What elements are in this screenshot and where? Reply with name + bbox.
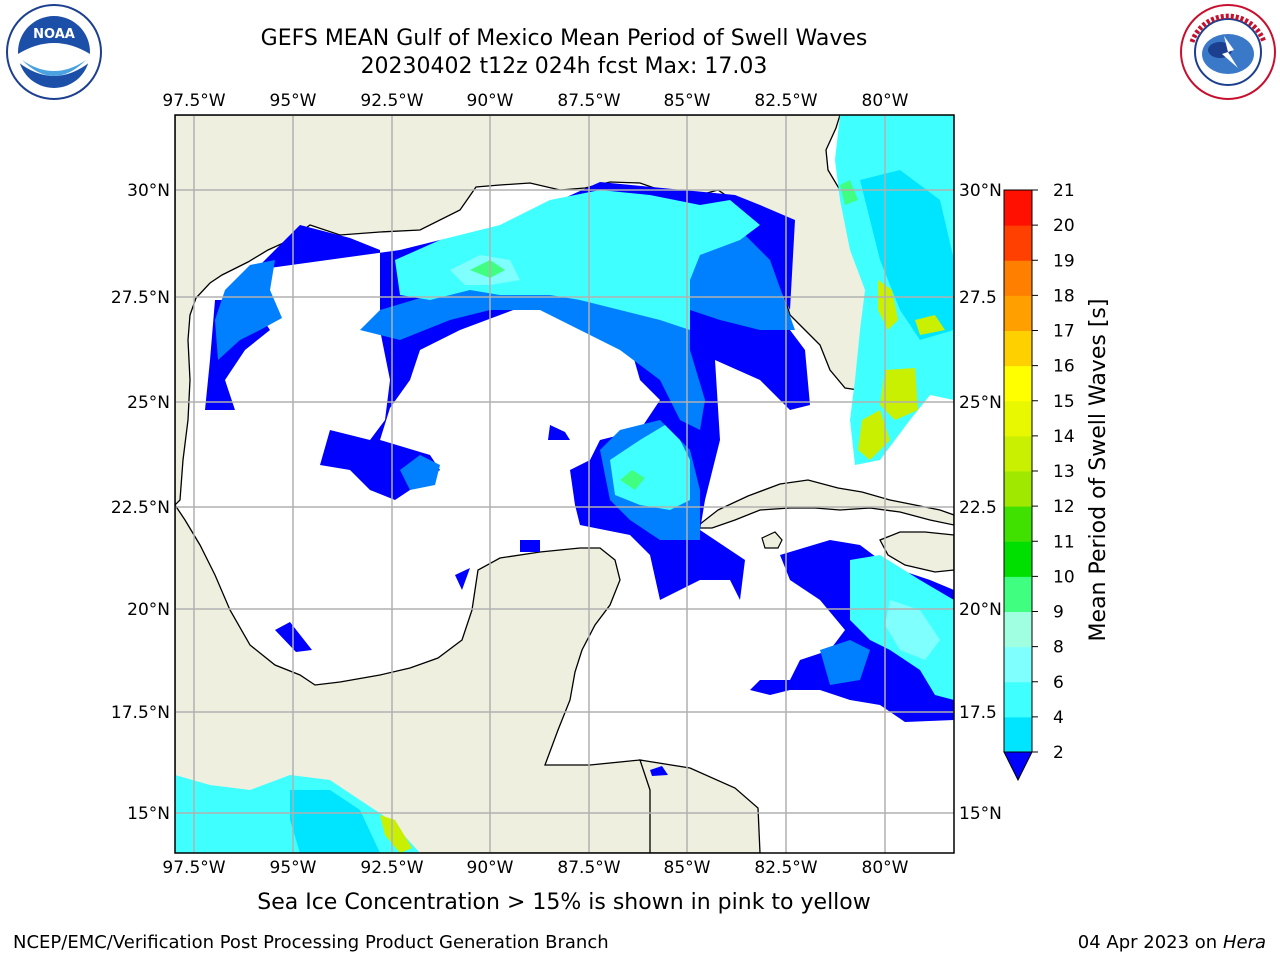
colorbar-tick-label: 6 bbox=[1053, 673, 1064, 693]
lon-label: 97.5°W bbox=[162, 858, 225, 878]
chart-subtitle: 20230402 t12z 024h fcst Max: 17.03 bbox=[360, 54, 768, 79]
lon-labels-top: 97.5°W 95°W 92.5°W 90°W 87.5°W 85°W 82.5… bbox=[162, 91, 908, 111]
colorbar-tick-label: 15 bbox=[1053, 392, 1075, 412]
colorbar-segment bbox=[1004, 611, 1032, 648]
lat-label: 25°N bbox=[127, 393, 170, 413]
colorbar-tick-label: 13 bbox=[1053, 462, 1075, 482]
colorbar-tick-label: 19 bbox=[1053, 251, 1075, 271]
colorbar-tick-label: 4 bbox=[1053, 708, 1064, 728]
lon-label: 90°W bbox=[467, 91, 514, 111]
lon-label: 85°W bbox=[664, 858, 711, 878]
lon-label: 95°W bbox=[270, 858, 317, 878]
lat-label: 30°N bbox=[127, 181, 170, 201]
colorbar-tick-label: 8 bbox=[1053, 638, 1064, 658]
lon-label: 97.5°W bbox=[162, 91, 225, 111]
colorbar-tick-label: 17 bbox=[1053, 322, 1075, 342]
colorbar-extend bbox=[1003, 751, 1033, 782]
gridlines bbox=[175, 115, 954, 853]
lon-label: 95°W bbox=[270, 91, 317, 111]
colorbar-segment bbox=[1004, 716, 1032, 753]
colorbar-segment bbox=[1004, 681, 1032, 718]
lon-label: 82.5°W bbox=[754, 858, 817, 878]
colorbar-tick-label: 18 bbox=[1053, 286, 1075, 306]
land-hispaniola bbox=[879, 531, 954, 573]
noaa-logo-text: NOAA bbox=[33, 27, 75, 42]
lat-label: 20°N bbox=[127, 600, 170, 620]
colorbar-segment bbox=[1004, 330, 1032, 367]
map-frame bbox=[174, 114, 955, 854]
land-central-america bbox=[639, 759, 761, 853]
lon-label: 87.5°W bbox=[557, 858, 620, 878]
lat-label: 15°N bbox=[127, 804, 170, 824]
lon-label: 80°W bbox=[862, 858, 909, 878]
colorbar-tick-label: 14 bbox=[1053, 427, 1075, 447]
lon-label: 80°W bbox=[862, 91, 909, 111]
colorbar-segment bbox=[1004, 435, 1032, 472]
colorbar-segment bbox=[1004, 365, 1032, 402]
colorbar-tick-label: 11 bbox=[1053, 532, 1075, 552]
noaa-logo: NOAA bbox=[6, 4, 102, 100]
colorbar-tick-label: 16 bbox=[1053, 357, 1075, 377]
colorbar-segment bbox=[1004, 400, 1032, 437]
nws-logo bbox=[1180, 4, 1276, 100]
colorbar-tick-label: 12 bbox=[1053, 497, 1075, 517]
land-jamaica bbox=[761, 531, 783, 549]
lat-label: 27.5°N bbox=[111, 288, 170, 308]
colorbar-tick-label: 2 bbox=[1053, 743, 1064, 763]
lat-labels-left: 30°N 27.5°N 25°N 22.5°N 20°N 17.5°N 15°N bbox=[111, 181, 170, 824]
chart-title: GEFS MEAN Gulf of Mexico Mean Period of … bbox=[260, 26, 868, 51]
footer-host: Hera bbox=[1222, 932, 1266, 953]
colorbar-segment bbox=[1004, 295, 1032, 331]
caption: Sea Ice Concentration > 15% is shown in … bbox=[257, 890, 871, 915]
lon-label: 92.5°W bbox=[360, 858, 423, 878]
lat-label: 25°N bbox=[959, 393, 1002, 413]
lat-label: 15°N bbox=[959, 804, 1002, 824]
colorbar-segment bbox=[1004, 541, 1032, 577]
lon-label: 82.5°W bbox=[754, 91, 817, 111]
lat-label: 30°N bbox=[959, 181, 1002, 201]
lat-label: 17.5 bbox=[959, 703, 997, 723]
colorbar-segment bbox=[1004, 190, 1032, 226]
colorbar-segment bbox=[1004, 260, 1032, 296]
footer-date-text: 04 Apr 2023 on bbox=[1077, 932, 1223, 953]
colorbar-tick-label: 20 bbox=[1053, 216, 1075, 236]
footer-date: 04 Apr 2023 on Hera bbox=[1078, 932, 1266, 953]
colorbar-tick-label: 9 bbox=[1053, 603, 1064, 623]
colorbar-segment bbox=[1004, 576, 1032, 612]
colorbar-segment bbox=[1004, 225, 1032, 261]
colorbar-tick-label: 21 bbox=[1053, 181, 1075, 201]
lat-labels-right: 30°N 27.5 25°N 22.5 20°N 17.5 15°N bbox=[959, 181, 1002, 824]
lon-label: 85°W bbox=[664, 91, 711, 111]
lat-label: 22.5 bbox=[959, 498, 997, 518]
lon-labels-bottom: 97.5°W 95°W 92.5°W 90°W 87.5°W 85°W 82.5… bbox=[162, 858, 908, 878]
colorbar-label: Mean Period of Swell Waves [s] bbox=[1086, 299, 1111, 642]
footer-credit: NCEP/EMC/Verification Post Processing Pr… bbox=[13, 932, 609, 953]
land-cuba bbox=[693, 479, 954, 529]
lon-label: 87.5°W bbox=[557, 91, 620, 111]
lon-label: 92.5°W bbox=[360, 91, 423, 111]
lat-label: 17.5°N bbox=[111, 703, 170, 723]
lat-label: 22.5°N bbox=[111, 498, 170, 518]
lat-label: 20°N bbox=[959, 600, 1002, 620]
lat-label: 27.5 bbox=[959, 288, 997, 308]
colorbar-tick-label: 10 bbox=[1053, 567, 1075, 587]
lon-label: 90°W bbox=[467, 858, 514, 878]
colorbar-segment bbox=[1004, 471, 1032, 507]
colorbar: 2 4 6 8 9 10 11 12 13 14 15 16 17 18 19 20 21 bbox=[1003, 181, 1075, 782]
colorbar-segment bbox=[1004, 646, 1032, 683]
colorbar-segment bbox=[1004, 506, 1032, 542]
